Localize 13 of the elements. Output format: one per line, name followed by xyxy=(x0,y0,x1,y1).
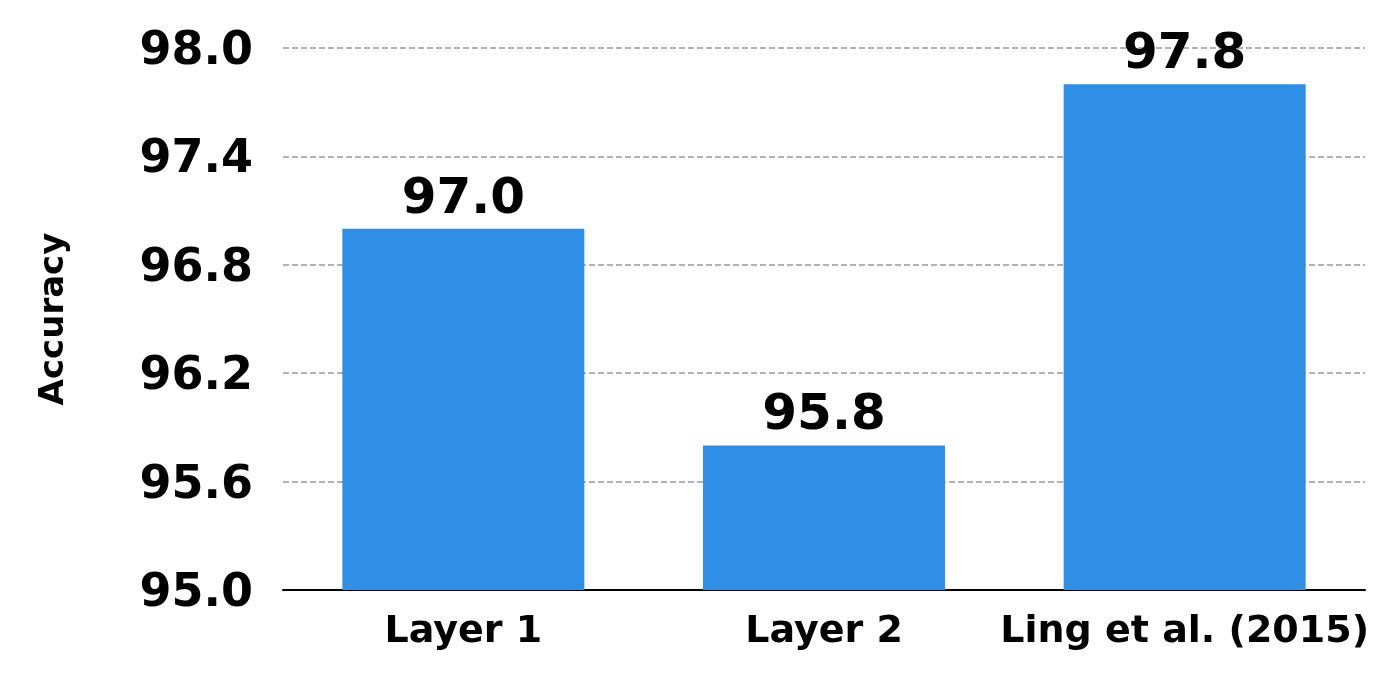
y-tick-label: 95.0 xyxy=(139,563,253,617)
y-tick-label: 98.0 xyxy=(139,21,253,75)
y-tick-label: 95.6 xyxy=(139,454,253,509)
x-tick-label: Layer 1 xyxy=(384,607,543,651)
y-axis-title: Accuracy xyxy=(31,232,71,406)
y-tick-label: 96.2 xyxy=(139,346,253,401)
y-tick-label: 97.4 xyxy=(139,129,253,184)
data-label: 95.8 xyxy=(762,383,886,442)
data-label: 97.8 xyxy=(1122,22,1247,81)
data-label: 97.0 xyxy=(401,166,526,225)
y-tick-label: 96.8 xyxy=(139,237,253,292)
x-tick-label: Layer 2 xyxy=(745,607,903,651)
x-tick-label: Ling et al. (2015) xyxy=(1000,607,1370,651)
